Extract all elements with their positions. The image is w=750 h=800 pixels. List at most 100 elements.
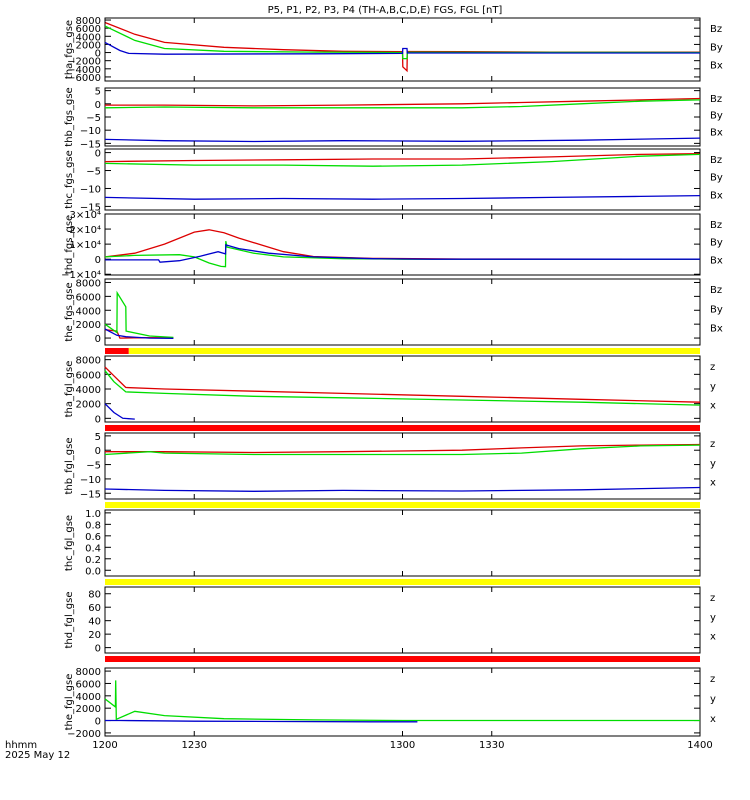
y-tick-label: −6000 bbox=[67, 73, 101, 84]
y-tick-label: 2000 bbox=[76, 40, 101, 51]
y-tick-label: −1×10⁴ bbox=[61, 270, 101, 281]
y-tick-label: −5 bbox=[86, 113, 101, 124]
legend-y: y bbox=[710, 458, 716, 469]
y-tick-label: −10 bbox=[80, 475, 101, 486]
series-by-line bbox=[104, 240, 700, 268]
legend-bx: Bx bbox=[710, 190, 723, 201]
y-axis-label: the_fgl_gse bbox=[64, 674, 75, 731]
x-tick-label: 1400 bbox=[687, 740, 712, 751]
y-tick-label: 0.6 bbox=[85, 532, 101, 543]
series-y-line bbox=[104, 444, 701, 456]
y-tick-label: 8000 bbox=[76, 16, 101, 27]
y-tick-label: 4000 bbox=[76, 385, 101, 396]
legend-z: z bbox=[710, 593, 715, 604]
legend-bx: Bx bbox=[710, 127, 723, 138]
y-tick-label: 0.0 bbox=[85, 566, 101, 577]
y-tick-label: 8000 bbox=[76, 356, 101, 367]
y-tick-label: −10 bbox=[80, 126, 101, 137]
legend-bz: Bz bbox=[710, 220, 722, 231]
panel-1: 80006000400020000−2000−4000−6000tha_fgs_… bbox=[64, 16, 723, 84]
y-tick-label: 0 bbox=[95, 334, 101, 345]
series-x-line bbox=[105, 719, 418, 723]
y-axis-label: thd_fgs_gse bbox=[64, 215, 75, 274]
legend-by: By bbox=[710, 42, 723, 53]
y-tick-label: −5 bbox=[86, 461, 101, 472]
panel-frame bbox=[104, 667, 701, 737]
y-tick-label: 6000 bbox=[76, 370, 101, 381]
status-bar-segment bbox=[105, 656, 700, 662]
y-tick-label: 1.0 bbox=[85, 509, 101, 520]
y-axis-label: thc_fgs_gse bbox=[64, 150, 75, 209]
y-tick-label: −15 bbox=[80, 489, 101, 500]
y-tick-label: −10 bbox=[80, 184, 101, 195]
status-bar-segment bbox=[105, 579, 700, 585]
y-axis-label: tha_fgs_gse bbox=[64, 20, 75, 79]
series-z-line bbox=[104, 366, 701, 403]
series-bx-line bbox=[104, 328, 174, 340]
series-by-line bbox=[104, 290, 174, 339]
series-y-line bbox=[104, 370, 701, 406]
status-bar-segment bbox=[128, 348, 701, 354]
legend-bx: Bx bbox=[710, 324, 723, 335]
x-tick-label: 1300 bbox=[390, 740, 415, 751]
series-bx-line bbox=[104, 194, 701, 200]
panel-7: 5 0 −5 −10 −15 thb_fgl_gse zyx bbox=[64, 432, 716, 508]
series-bz-line bbox=[104, 153, 701, 163]
series-by-line bbox=[104, 99, 701, 109]
y-tick-label: 0 bbox=[95, 255, 101, 266]
y-tick-label: 0.4 bbox=[85, 543, 101, 554]
legend-by: By bbox=[710, 238, 723, 249]
y-tick-label: −15 bbox=[80, 202, 101, 213]
y-tick-label: 0 bbox=[95, 100, 101, 111]
y-tick-label: 8000 bbox=[76, 667, 101, 678]
y-tick-label: 0.8 bbox=[85, 520, 101, 531]
y-tick-label: 40 bbox=[88, 617, 101, 628]
panel-9: 80 60 40 20 0 thd_fgl_gse zyx bbox=[64, 586, 716, 662]
y-tick-label: 0 bbox=[95, 149, 101, 160]
series-bz-line bbox=[104, 21, 700, 73]
legend-bz: Bz bbox=[710, 285, 722, 296]
panel-frame bbox=[104, 355, 701, 423]
y-axis-label: thb_fgs_gse bbox=[64, 87, 75, 146]
legend-by: By bbox=[710, 111, 723, 122]
y-tick-label: −2000 bbox=[67, 57, 101, 68]
x-tick-label: 1200 bbox=[92, 740, 117, 751]
legend-by: By bbox=[710, 304, 723, 315]
y-tick-label: 2000 bbox=[76, 704, 101, 715]
y-tick-label: 4000 bbox=[76, 32, 101, 43]
legend-bz: Bz bbox=[710, 24, 722, 35]
series-y-line bbox=[104, 680, 700, 722]
legend-bz: Bz bbox=[710, 94, 722, 105]
panel-8: 1.00.80.60.40.20.0 thc_fgl_gse bbox=[64, 509, 701, 585]
legend-x: x bbox=[710, 714, 716, 725]
y-tick-label: −15 bbox=[80, 139, 101, 150]
y-tick-label: 2000 bbox=[76, 400, 101, 411]
series-bz-line bbox=[105, 97, 701, 107]
y-tick-label: 4000 bbox=[76, 306, 101, 317]
legend-bx: Bx bbox=[710, 61, 723, 72]
y-tick-label: 4000 bbox=[76, 692, 101, 703]
panel-frame bbox=[104, 278, 701, 346]
x-tick-label: 1330 bbox=[479, 740, 504, 751]
y-tick-label: 8000 bbox=[76, 278, 101, 289]
y-tick-label: 80 bbox=[88, 590, 101, 601]
y-tick-label: −5 bbox=[86, 167, 101, 178]
y-tick-label: 5 bbox=[95, 432, 101, 443]
status-bar-segment bbox=[105, 425, 700, 431]
date-label: 2025 May 12 bbox=[5, 750, 70, 761]
legend-z: z bbox=[710, 362, 715, 373]
series-x-line bbox=[104, 403, 135, 420]
panel-6: 8000 6000 4000 2000 0 tha_fgl_gse zyx bbox=[64, 355, 716, 431]
y-tick-label: 2000 bbox=[76, 320, 101, 331]
status-bar-segment bbox=[105, 348, 129, 354]
y-tick-label: 6000 bbox=[76, 679, 101, 690]
series-bx-line bbox=[105, 244, 700, 263]
y-tick-label: 20 bbox=[88, 630, 101, 641]
series-bx-line bbox=[104, 41, 700, 55]
legend-bz: Bz bbox=[710, 155, 722, 166]
y-tick-label: 5 bbox=[95, 87, 101, 98]
y-tick-label: 6000 bbox=[76, 24, 101, 35]
y-tick-label: 0 bbox=[95, 644, 101, 655]
y-tick-label: 0.2 bbox=[85, 555, 101, 566]
